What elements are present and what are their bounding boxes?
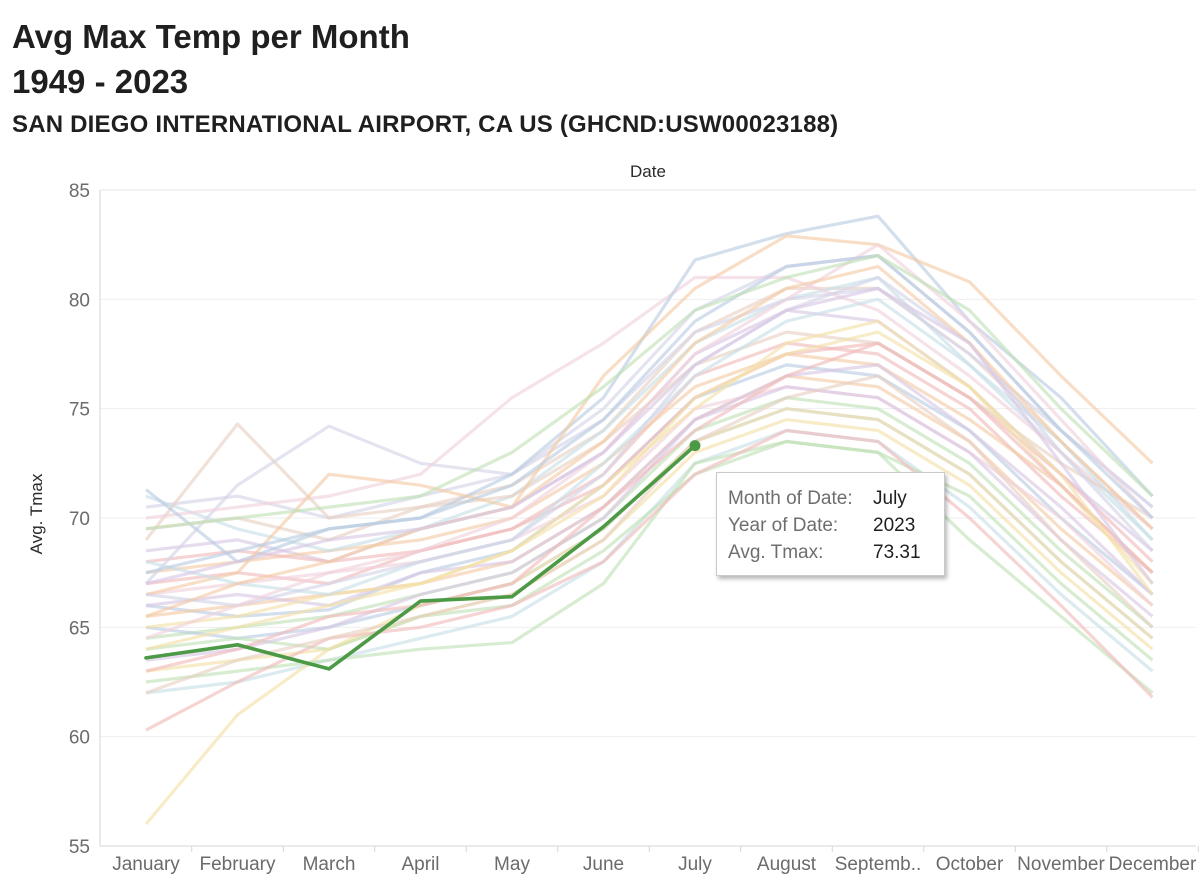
tooltip-row-month: Month of Date: July — [728, 485, 944, 512]
background-year-line[interactable] — [145, 439, 1154, 695]
highlighted-series[interactable] — [144, 440, 701, 671]
background-year-line[interactable] — [145, 214, 1154, 564]
tooltip-label: Year of Date: — [728, 515, 839, 536]
y-tick-label: 60 — [69, 728, 90, 749]
highlighted-point[interactable] — [689, 440, 701, 452]
x-tick-label: June — [583, 854, 624, 875]
background-year-line[interactable] — [145, 385, 1154, 607]
chart-title: Avg Max Temp per Month — [12, 18, 410, 55]
background-year-line[interactable] — [145, 385, 1154, 618]
background-year-line[interactable] — [145, 286, 1154, 586]
tooltip-value: 2023 — [873, 515, 916, 536]
x-tick-label: April — [401, 854, 439, 875]
chart-subtitle: SAN DIEGO INTERNATIONAL AIRPORT, CA US (… — [12, 111, 839, 138]
background-year-line[interactable] — [145, 428, 1154, 732]
x-tick-label: May — [494, 854, 530, 875]
background-year-line[interactable] — [145, 234, 1154, 597]
x-tick-labels: January February March April May June July Augu… — [112, 854, 1197, 875]
y-tick-label: 65 — [69, 618, 90, 639]
background-year-line[interactable] — [145, 352, 1154, 575]
x-tick-label: January — [112, 854, 180, 875]
axes — [99, 189, 1199, 852]
background-year-line[interactable] — [145, 330, 1154, 651]
tooltip-value: 73.31 — [873, 542, 921, 563]
highlighted-year-line[interactable] — [144, 443, 697, 671]
background-year-line[interactable] — [145, 341, 1154, 673]
background-year-line[interactable] — [145, 374, 1154, 695]
background-year-line[interactable] — [145, 243, 1154, 640]
tooltip: Month of Date: July Year of Date: 2023 A… — [716, 472, 945, 576]
background-year-line[interactable] — [145, 264, 1154, 618]
tooltip-row-tmax: Avg. Tmax: 73.31 — [728, 539, 944, 566]
tooltip-label: Avg. Tmax: — [728, 542, 824, 563]
y-axis-title: Avg. Tmax — [27, 473, 46, 554]
tooltip-row-year: Year of Date: 2023 — [728, 512, 944, 539]
y-tick-labels: 55 60 65 70 75 80 85 — [69, 181, 90, 858]
x-tick-label: February — [199, 854, 276, 875]
background-year-line[interactable] — [144, 286, 1154, 585]
x-tick-label: October — [936, 854, 1004, 875]
y-tick-label: 80 — [69, 290, 90, 311]
x-tick-label: November — [1017, 854, 1105, 875]
background-year-line[interactable] — [145, 275, 1154, 531]
x-tick-label: July — [678, 854, 712, 875]
y-tick-label: 85 — [69, 181, 90, 202]
background-year-line[interactable] — [145, 396, 1154, 640]
y-tick-label: 55 — [69, 837, 90, 858]
background-series-lines[interactable] — [144, 214, 1154, 826]
background-year-line[interactable] — [145, 439, 1154, 662]
tooltip-label: Month of Date: — [728, 488, 853, 509]
x-tick-label: August — [757, 854, 817, 875]
background-year-line[interactable] — [145, 418, 1154, 673]
x-tick-label: Septemb.. — [835, 854, 922, 875]
background-year-line[interactable] — [145, 254, 1154, 531]
x-tick-label: December — [1109, 854, 1197, 875]
tooltip-value: July — [873, 488, 907, 509]
y-tick-label: 75 — [69, 400, 90, 421]
x-axis-title: Date — [630, 162, 666, 181]
background-year-line[interactable] — [145, 254, 1154, 575]
y-tick-label: 70 — [69, 509, 90, 530]
x-tick-label: March — [303, 854, 356, 875]
chart-year-range: 1949 - 2023 — [12, 63, 189, 100]
